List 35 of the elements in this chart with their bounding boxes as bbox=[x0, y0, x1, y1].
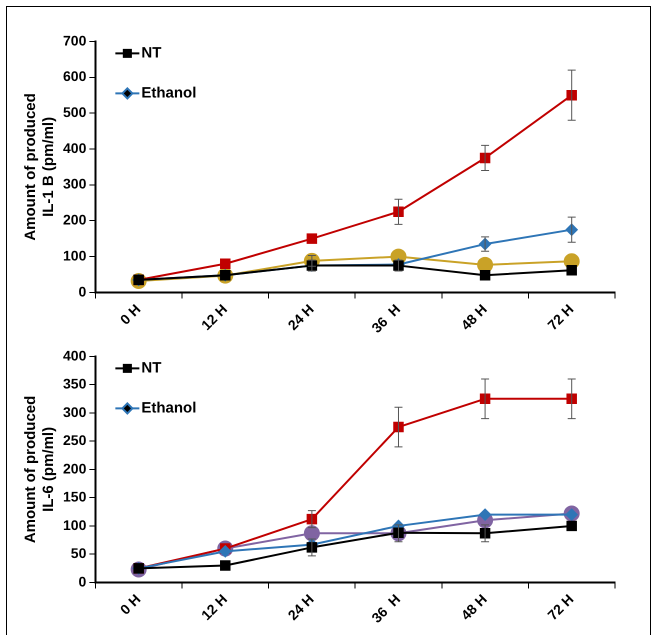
y-tick-label: 400 bbox=[63, 140, 87, 156]
legend-label: Ethanol bbox=[141, 400, 196, 417]
x-tick-label: 48 H bbox=[458, 590, 490, 624]
y-tick-label: 0 bbox=[78, 283, 87, 300]
y-axis-title: Amount of produced IL-6 (pm/ml) bbox=[22, 396, 58, 544]
x-tick-label: 24 H bbox=[284, 300, 317, 334]
y-tick-label: 300 bbox=[63, 176, 87, 192]
y-tick-label: 0 bbox=[78, 573, 87, 590]
y-tick-label: 700 bbox=[63, 32, 87, 48]
y-tick-label: 200 bbox=[63, 212, 87, 228]
x-tick-label: 72 H bbox=[544, 300, 577, 334]
y-tick-label: 300 bbox=[63, 404, 87, 420]
legend-label: NT bbox=[141, 44, 162, 62]
x-tick-label: 0 H bbox=[116, 300, 144, 328]
y-tick-label: 350 bbox=[63, 376, 87, 392]
x-tick-label: 12 H bbox=[198, 590, 230, 624]
y-tick-label: 50 bbox=[70, 545, 87, 562]
y-tick-label: 100 bbox=[63, 247, 87, 264]
x-tick-label: 36 H bbox=[368, 590, 404, 626]
legend-label: Ethanol bbox=[141, 84, 196, 102]
y-axis-title: Amount of produced IL-1 B (pm/ml) bbox=[22, 93, 58, 241]
y-tick-label: 150 bbox=[63, 488, 87, 505]
x-tick-label: 48 H bbox=[458, 300, 490, 334]
x-tick-label: 36 H bbox=[368, 300, 404, 336]
y-tick-label: 600 bbox=[63, 68, 87, 84]
y-tick-label: 200 bbox=[63, 460, 87, 476]
x-tick-label: 24 H bbox=[284, 590, 317, 624]
x-tick-label: 72 H bbox=[544, 590, 577, 624]
x-tick-label: 12 H bbox=[198, 300, 230, 334]
x-tick-label: 0 H bbox=[116, 590, 144, 618]
y-tick-label: 100 bbox=[63, 516, 87, 533]
legend-label: NT bbox=[141, 360, 162, 377]
y-tick-label: 250 bbox=[63, 432, 87, 448]
y-tick-label: 500 bbox=[63, 104, 87, 120]
y-tick-label: 400 bbox=[63, 347, 87, 364]
